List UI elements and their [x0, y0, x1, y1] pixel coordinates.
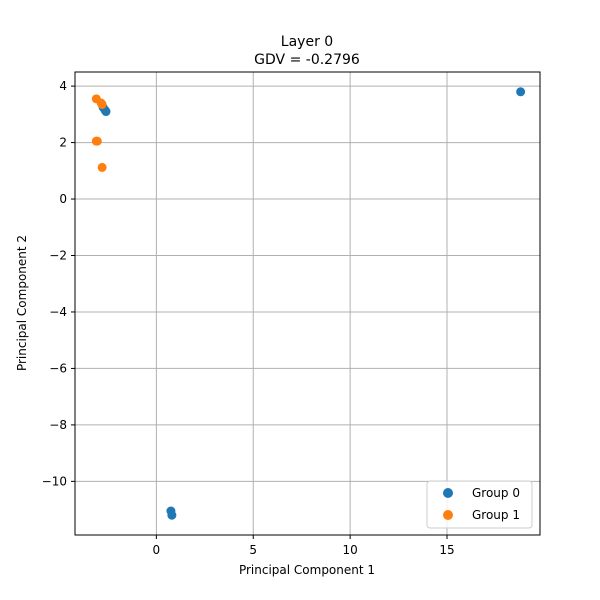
x-axis-ticks: 0 5 10 15	[153, 535, 455, 557]
y-tick-label: −8	[49, 418, 67, 432]
legend-marker-group-0	[443, 488, 453, 498]
y-tick-label: −10	[42, 474, 67, 488]
x-tick-label: 10	[342, 543, 357, 557]
grid-lines	[75, 72, 540, 535]
data-point-group-0	[101, 107, 111, 117]
legend-label-group-1: Group 1	[472, 508, 520, 522]
x-tick-label: 0	[153, 543, 161, 557]
data-point-group-0	[167, 510, 177, 520]
chart-title-line-2: GDV = -0.2796	[254, 52, 360, 68]
y-axis-label: Principal Component 2	[15, 235, 29, 371]
y-tick-label: 2	[59, 136, 67, 150]
data-points	[91, 87, 526, 520]
x-tick-label: 15	[439, 543, 454, 557]
plot-area-frame	[74, 71, 541, 536]
data-point-group-1	[92, 136, 102, 146]
y-axis-ticks: 4 2 0 −2 −4 −6 −8 −10	[42, 79, 75, 488]
x-axis-label: Principal Component 1	[239, 563, 375, 577]
legend-box	[426, 480, 533, 529]
data-point-group-0	[516, 87, 526, 97]
legend-marker-group-1	[443, 510, 453, 520]
legend: Group 0 Group 1	[426, 480, 533, 529]
data-point-group-1	[97, 99, 107, 109]
x-tick-label: 5	[249, 543, 257, 557]
y-tick-label: 4	[59, 79, 67, 93]
y-tick-label: −6	[49, 361, 67, 375]
y-tick-label: 0	[59, 192, 67, 206]
y-tick-label: −2	[49, 249, 67, 263]
legend-label-group-0: Group 0	[472, 486, 520, 500]
data-point-group-1	[97, 162, 107, 172]
chart-title-line-1: Layer 0	[281, 34, 333, 50]
y-tick-label: −4	[49, 305, 67, 319]
